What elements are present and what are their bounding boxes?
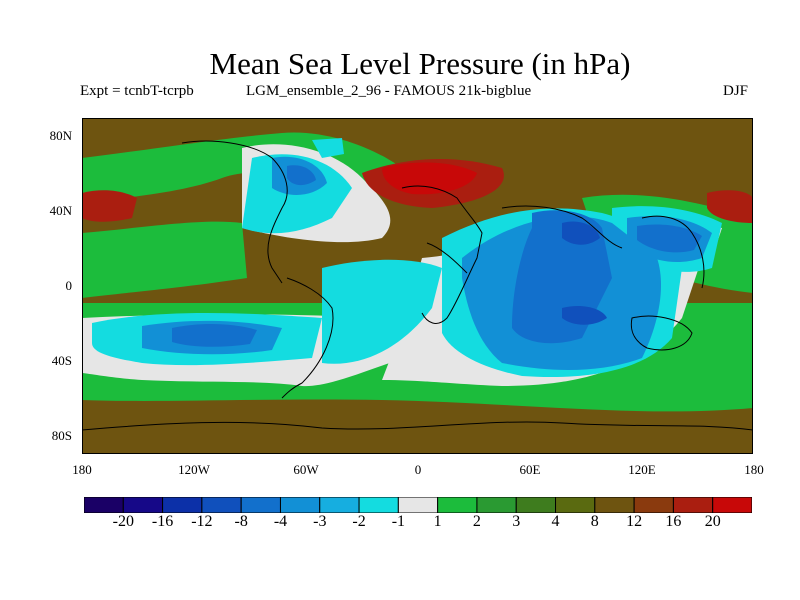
- bay-of-bengal-core: [562, 221, 600, 245]
- lat-tick-label: 40N: [49, 203, 72, 218]
- legend-label: -4: [273, 513, 288, 530]
- legend-label: 3: [512, 513, 521, 530]
- legend-label: -16: [151, 513, 174, 530]
- lat-tick-label: 80S: [51, 428, 72, 443]
- legend-label: -8: [234, 513, 248, 530]
- west-pacific-core: [637, 224, 702, 253]
- coastlines: [82, 140, 753, 431]
- lat-tick-label: 40S: [51, 353, 72, 368]
- legend-label: 20: [704, 513, 721, 530]
- lon-tick-label: 120E: [628, 462, 656, 477]
- legend-swatch: [397, 497, 439, 513]
- legend-swatch: [476, 497, 517, 513]
- legend-label: -20: [112, 513, 134, 530]
- legend-swatch: [122, 497, 164, 513]
- lon-tick-label: 120W: [178, 462, 210, 477]
- color-legend-bar: [84, 497, 752, 513]
- north-pacific-high: [82, 190, 137, 222]
- experiment-label: Expt = tcnbT-tcrpb: [80, 83, 194, 99]
- north-atlantic-core: [287, 165, 316, 186]
- map-title: Mean Sea Level Pressure (in hPa): [209, 46, 631, 81]
- legend-label: -3: [313, 513, 327, 530]
- legend-swatch: [162, 497, 203, 513]
- legend-swatch: [672, 497, 714, 513]
- legend-label: 1: [433, 513, 442, 530]
- lon-tick-label: 0: [414, 462, 422, 477]
- lon-tick-label: 180: [72, 462, 92, 477]
- lon-tick-label: 60W: [293, 462, 319, 477]
- south-pacific-core: [172, 324, 257, 347]
- map-frame: [82, 118, 753, 454]
- legend-swatch: [201, 497, 242, 513]
- legend-swatch: [279, 497, 321, 513]
- season-label: DJF: [723, 83, 749, 99]
- pressure-map: [82, 118, 753, 454]
- legend-swatch: [712, 497, 752, 513]
- south-atlantic-cyan: [322, 259, 442, 364]
- legend-swatch: [84, 497, 124, 513]
- legend-swatch: [555, 497, 596, 513]
- legend-swatch: [594, 497, 635, 513]
- legend-swatch: [319, 497, 360, 513]
- lat-tick-label: 80N: [49, 128, 72, 143]
- greenland-cyan: [312, 138, 344, 158]
- north-pacific-green: [82, 221, 247, 298]
- lon-tick-label: 60E: [519, 462, 541, 477]
- south-indian-core: [562, 306, 607, 325]
- legend-swatch: [437, 497, 478, 513]
- eurasian-high-core: [382, 162, 477, 195]
- legend-label: 2: [472, 513, 481, 530]
- lat-tick-label: 0: [65, 278, 73, 293]
- lon-tick-label: 180: [744, 462, 764, 477]
- legend-label: 12: [626, 513, 643, 530]
- legend-swatch: [240, 497, 281, 513]
- legend-label: -2: [352, 513, 366, 530]
- legend-swatch: [633, 497, 674, 513]
- legend-label: -1: [391, 513, 406, 530]
- legend-label: 8: [590, 513, 599, 530]
- legend-swatch: [515, 497, 557, 513]
- legend-label: 16: [665, 513, 682, 530]
- north-pacific-high-east: [707, 190, 753, 223]
- legend-swatch: [358, 497, 399, 513]
- legend-label: -12: [191, 513, 213, 530]
- run-label: LGM_ensemble_2_96 - FAMOUS 21k-bigblue: [246, 83, 532, 99]
- legend-label: 4: [551, 513, 560, 530]
